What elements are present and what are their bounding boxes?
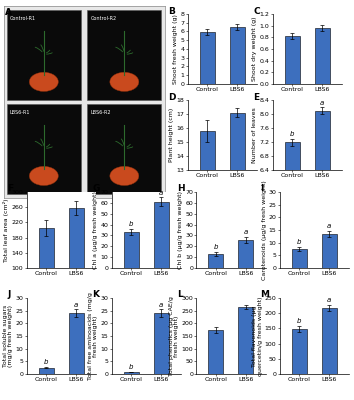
Text: LBS6-R1: LBS6-R1 — [10, 110, 30, 115]
Text: a: a — [327, 223, 331, 229]
Text: Control-R1: Control-R1 — [10, 16, 36, 20]
Bar — [124, 232, 138, 268]
Text: E: E — [253, 93, 259, 102]
Bar — [200, 131, 215, 352]
Y-axis label: Shoot fresh weight (g): Shoot fresh weight (g) — [173, 14, 178, 84]
Text: b: b — [129, 364, 133, 370]
FancyBboxPatch shape — [7, 10, 81, 100]
Bar — [292, 329, 307, 374]
Bar — [154, 202, 169, 268]
Y-axis label: Total flavonoids (μg
quercetin/g fresh weight): Total flavonoids (μg quercetin/g fresh w… — [252, 296, 263, 376]
Text: a: a — [320, 100, 324, 106]
Text: F: F — [7, 184, 13, 193]
Text: J: J — [7, 290, 11, 299]
Bar — [285, 36, 299, 84]
Y-axis label: Total free aminoacids (mg/g
fresh weight): Total free aminoacids (mg/g fresh weight… — [87, 292, 98, 380]
Bar — [322, 234, 337, 268]
Y-axis label: Carotenoids (μg/g fresh weight): Carotenoids (μg/g fresh weight) — [262, 180, 267, 280]
Bar — [209, 330, 223, 374]
Text: C: C — [253, 7, 260, 16]
Text: I: I — [260, 184, 264, 193]
Text: a: a — [74, 302, 78, 308]
Text: a: a — [244, 229, 248, 235]
FancyBboxPatch shape — [7, 104, 81, 194]
Text: b: b — [297, 318, 301, 324]
Text: b: b — [129, 221, 133, 227]
Text: A: A — [5, 8, 12, 17]
Y-axis label: Plant height (cm): Plant height (cm) — [170, 108, 175, 162]
Y-axis label: Total soluble sugars
(mg/g fresh weight): Total soluble sugars (mg/g fresh weight) — [2, 305, 13, 367]
Bar — [230, 112, 245, 352]
Bar — [39, 228, 53, 306]
Bar — [230, 27, 245, 84]
Ellipse shape — [110, 72, 139, 92]
Bar — [315, 28, 330, 84]
Text: L: L — [177, 290, 183, 299]
Text: a: a — [159, 302, 163, 308]
Bar — [322, 308, 337, 374]
Bar — [200, 32, 215, 84]
Ellipse shape — [29, 166, 58, 186]
Text: G: G — [92, 184, 99, 193]
Text: Control-R2: Control-R2 — [91, 16, 116, 20]
Text: a: a — [327, 297, 331, 303]
Bar — [69, 208, 84, 306]
Bar — [39, 368, 53, 374]
Text: b: b — [297, 240, 301, 246]
Y-axis label: Chl b (μg/g fresh weight): Chl b (μg/g fresh weight) — [178, 191, 183, 269]
Ellipse shape — [29, 72, 58, 92]
Bar — [315, 110, 330, 394]
Bar — [239, 307, 253, 374]
Text: b: b — [290, 131, 294, 137]
Text: B: B — [168, 7, 175, 16]
Y-axis label: Number of leaves: Number of leaves — [252, 107, 257, 163]
Bar — [69, 313, 84, 374]
Y-axis label: Total phenolics (μg CAE/g
fresh weight): Total phenolics (μg CAE/g fresh weight) — [169, 296, 179, 376]
Bar — [239, 240, 253, 268]
Bar — [285, 142, 299, 394]
Text: b: b — [214, 244, 218, 250]
Text: M: M — [260, 290, 269, 299]
Text: D: D — [168, 93, 176, 102]
FancyBboxPatch shape — [87, 10, 161, 100]
Bar — [154, 313, 169, 374]
Text: LBS6-R2: LBS6-R2 — [91, 110, 111, 115]
Text: K: K — [92, 290, 99, 299]
Y-axis label: Chl a (μg/g fresh weight): Chl a (μg/g fresh weight) — [93, 191, 98, 269]
Bar — [292, 249, 307, 268]
Y-axis label: Total leaf area (cm²): Total leaf area (cm²) — [4, 198, 10, 262]
Text: a: a — [159, 190, 163, 196]
Text: H: H — [177, 184, 185, 193]
Ellipse shape — [110, 166, 139, 186]
FancyBboxPatch shape — [87, 104, 161, 194]
Text: b: b — [44, 359, 48, 365]
Bar — [124, 372, 138, 374]
Y-axis label: Shoot dry weight (g): Shoot dry weight (g) — [252, 17, 257, 81]
Bar — [209, 254, 223, 268]
